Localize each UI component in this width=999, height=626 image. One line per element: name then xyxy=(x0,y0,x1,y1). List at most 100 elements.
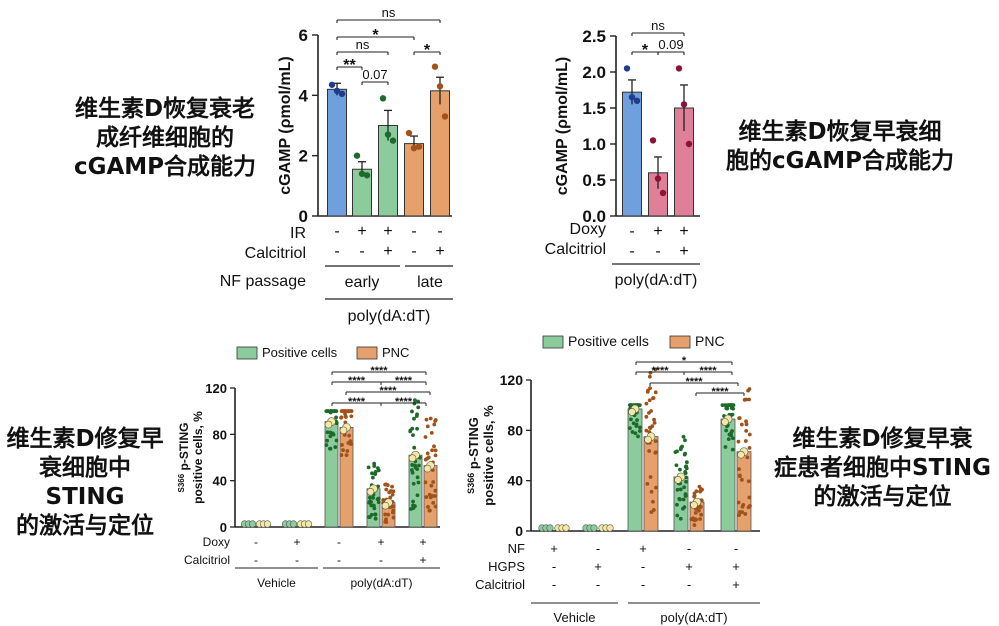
data-point xyxy=(423,435,428,439)
data-point xyxy=(347,433,352,438)
data-point xyxy=(331,432,336,437)
data-point xyxy=(411,481,416,486)
data-point xyxy=(375,466,380,471)
data-point xyxy=(289,520,298,528)
data-point xyxy=(410,470,415,475)
data-point xyxy=(725,403,730,408)
data-point xyxy=(736,500,741,505)
data-point xyxy=(433,453,438,458)
y-tick-label: 2 xyxy=(299,147,308,166)
data-point xyxy=(366,465,371,470)
row-value: - xyxy=(655,243,660,260)
data-point xyxy=(692,493,697,498)
row-value: + xyxy=(383,223,392,240)
data-point xyxy=(426,504,430,509)
data-point xyxy=(675,487,680,492)
sig-label: **** xyxy=(685,376,703,388)
data-point xyxy=(379,95,387,102)
data-point xyxy=(590,524,598,532)
data-point xyxy=(644,401,649,406)
data-point xyxy=(410,463,415,467)
data-point xyxy=(390,492,395,497)
row-value: + xyxy=(383,243,392,260)
passage-label: NF passage xyxy=(220,273,306,290)
data-point xyxy=(631,421,636,426)
row-value: + xyxy=(732,577,740,592)
data-point xyxy=(384,487,389,492)
data-point xyxy=(628,94,636,101)
caption-a-line: 维生素D恢复衰老 xyxy=(74,96,256,122)
data-point xyxy=(370,475,375,480)
data-point xyxy=(433,504,438,509)
data-point xyxy=(415,426,419,431)
row-value: + xyxy=(293,535,300,549)
mean-point xyxy=(721,418,729,426)
data-point xyxy=(429,483,434,488)
y-tick-label: 120 xyxy=(500,372,524,388)
sig-label: **** xyxy=(711,386,729,398)
row-value: - xyxy=(295,553,299,567)
data-point xyxy=(324,443,329,447)
mean-point xyxy=(339,426,348,435)
data-point xyxy=(693,510,698,515)
row-value: - xyxy=(552,577,556,592)
data-point xyxy=(659,189,667,197)
data-point xyxy=(651,508,656,512)
data-point xyxy=(747,397,751,402)
data-point xyxy=(747,445,752,450)
mean-point xyxy=(628,408,636,416)
data-point xyxy=(633,431,638,436)
row-value: + xyxy=(435,243,444,260)
data-point xyxy=(562,524,570,532)
data-point xyxy=(431,63,439,70)
data-point xyxy=(654,175,662,182)
data-point xyxy=(633,97,641,105)
row-value: - xyxy=(411,223,416,240)
data-point xyxy=(683,451,687,456)
data-point xyxy=(678,497,682,502)
data-point xyxy=(425,424,430,429)
data-point xyxy=(363,172,371,179)
row-value: - xyxy=(596,541,600,556)
data-point xyxy=(349,414,354,419)
data-point xyxy=(684,466,689,471)
group-label: late xyxy=(417,274,443,291)
data-point xyxy=(426,455,431,460)
mean-point xyxy=(644,435,652,444)
data-point xyxy=(328,409,333,414)
data-point xyxy=(746,505,751,510)
sig-label: **** xyxy=(395,375,413,387)
legend-swatch xyxy=(356,346,378,360)
sig-label: ns xyxy=(356,37,370,52)
data-point xyxy=(425,451,430,456)
bar xyxy=(622,91,642,217)
y-tick-label: 1.0 xyxy=(582,135,606,154)
data-point xyxy=(367,515,371,519)
data-point xyxy=(386,512,391,517)
data-point xyxy=(369,500,374,504)
data-point xyxy=(383,519,388,524)
data-point xyxy=(373,512,378,517)
data-point xyxy=(700,487,704,492)
data-point xyxy=(370,471,374,476)
y-tick-label: 40 xyxy=(213,474,227,489)
data-point xyxy=(681,506,685,511)
data-point xyxy=(408,428,413,433)
data-point xyxy=(423,457,428,462)
y-axis-label-main: p-STING xyxy=(177,422,191,473)
y-axis-label: S366 p-STING positive cells, % xyxy=(177,411,205,504)
data-point xyxy=(681,434,686,439)
y-tick-label: 0.5 xyxy=(582,171,606,190)
row-value: - xyxy=(337,535,341,549)
caption-c-line: 维生素D修复早 xyxy=(6,426,164,452)
data-point xyxy=(341,409,346,414)
group-label: poly(dA:dT) xyxy=(348,308,431,325)
data-point xyxy=(375,497,380,502)
data-point xyxy=(637,425,642,430)
data-point xyxy=(410,409,414,414)
row-value: + xyxy=(653,223,662,240)
sig-label: * xyxy=(682,355,687,367)
data-point xyxy=(737,416,742,420)
data-point xyxy=(737,473,742,478)
y-axis-label-main: p-STING xyxy=(466,417,481,473)
